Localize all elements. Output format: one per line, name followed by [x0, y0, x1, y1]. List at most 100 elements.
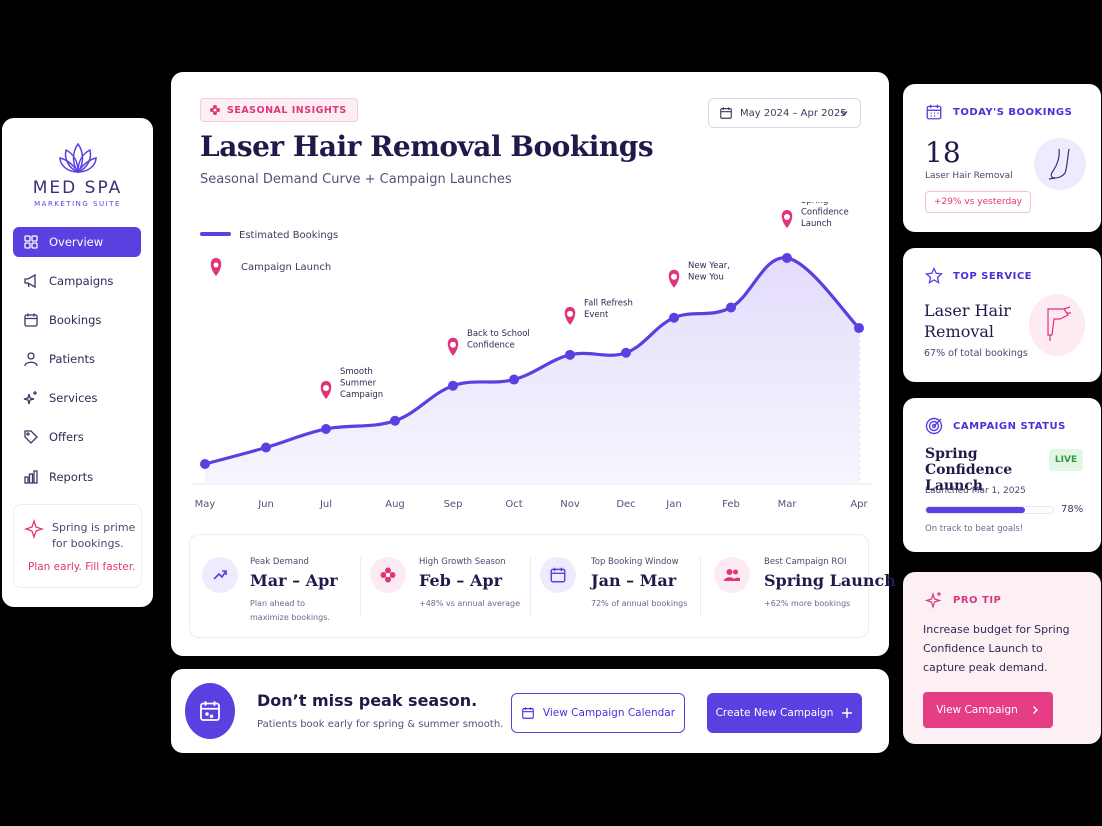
- stat-high-growth: High Growth Season Feb – Apr +48% vs ann…: [360, 535, 530, 639]
- data-point: [782, 253, 792, 263]
- view-campaign-calendar-button[interactable]: View Campaign Calendar: [511, 693, 685, 733]
- top-service-share: 67% of total bookings: [924, 348, 1028, 359]
- campaign-pin-dot: [567, 310, 573, 317]
- badge-label: SEASONAL INSIGHTS: [227, 104, 347, 116]
- stats-strip: Peak Demand Mar – Apr Plan ahead to maxi…: [189, 534, 896, 639]
- data-point: [448, 380, 458, 391]
- calendar-icon: [540, 557, 576, 593]
- view-campaign-button[interactable]: View Campaign: [923, 692, 1053, 728]
- x-tick-label: Aug: [385, 499, 405, 510]
- x-tick-label: Dec: [616, 499, 635, 510]
- top-service-name: Laser Hair Removal: [924, 300, 1011, 342]
- data-point: [565, 349, 575, 360]
- calendar-icon: [185, 683, 235, 739]
- top-service-card: TOP SERVICE Laser Hair Removal 67% of to…: [903, 248, 1101, 382]
- plus-icon: [842, 708, 853, 718]
- page-title: Laser Hair Removal Bookings: [200, 130, 654, 163]
- main-chart-card: SEASONAL INSIGHTS May 2024 – Apr 2025 La…: [171, 72, 896, 656]
- users-icon: [714, 557, 750, 593]
- x-tick-label: Mar: [778, 499, 798, 510]
- sidebar-item-campaigns[interactable]: Campaigns: [13, 266, 141, 296]
- chevron-right-icon: [1032, 706, 1038, 714]
- stat-value: Mar – Apr: [250, 571, 338, 590]
- sidebar-item-offers[interactable]: Offers: [13, 422, 141, 452]
- sidebar-tip: Spring is prime for bookings. Plan early…: [13, 504, 142, 588]
- stat-best-campaign-roi: Best Campaign ROI Spring Launch +62% mor…: [700, 535, 896, 639]
- heading-label: PRO TIP: [953, 594, 1002, 606]
- cta-banner: Don’t miss peak season. Patients book ea…: [171, 669, 889, 753]
- user-icon: [24, 352, 38, 367]
- flower-icon: [209, 104, 221, 119]
- stat-label: High Growth Season: [419, 557, 506, 567]
- sidebar-item-label: Offers: [49, 430, 84, 444]
- sidebar-item-reports[interactable]: Reports: [13, 462, 141, 492]
- stat-note: 72% of annual bookings: [591, 599, 688, 608]
- create-new-campaign-button[interactable]: Create New Campaign: [707, 693, 862, 733]
- data-point: [321, 423, 331, 434]
- x-tick-label: May: [195, 499, 216, 510]
- divider: [530, 557, 531, 617]
- stat-note: +62% more bookings: [764, 599, 851, 608]
- grid-icon: [24, 235, 38, 249]
- launch-date: Launched Mar 1, 2025: [925, 486, 1026, 496]
- stat-label: Top Booking Window: [591, 557, 679, 567]
- button-label: View Campaign Calendar: [542, 707, 676, 719]
- campaign-status-card: CAMPAIGN STATUS Spring Confidence Launch…: [903, 398, 1101, 552]
- chevron-down-icon: [840, 111, 848, 116]
- sidebar-item-services[interactable]: Services: [13, 383, 141, 413]
- campaign-label: Smooth Summer Campaign: [340, 367, 383, 400]
- star-icon: [925, 267, 943, 285]
- card-heading: TOP SERVICE: [925, 267, 1032, 285]
- progress-percent: 78%: [1061, 504, 1084, 515]
- sidebar: MED SPA MARKETING SUITE Overview Campaig…: [2, 118, 153, 607]
- legend-pin-dot: [213, 262, 219, 268]
- campaign-label: Back to School Confidence: [467, 329, 530, 351]
- progress-bar-fill: [926, 507, 1026, 513]
- heading-label: TOP SERVICE: [953, 270, 1032, 282]
- bar-chart-icon: [24, 470, 38, 484]
- campaign-name: Spring Confidence Launch: [925, 446, 1013, 494]
- heading-label: TODAY'S BOOKINGS: [953, 106, 1073, 118]
- sidebar-item-bookings[interactable]: Bookings: [13, 305, 141, 335]
- x-tick-label: Oct: [505, 499, 522, 510]
- data-point: [726, 302, 736, 313]
- seasonal-insights-badge: SEASONAL INSIGHTS: [200, 98, 358, 122]
- megaphone-icon: [24, 273, 36, 289]
- calendar-icon: [926, 104, 942, 120]
- data-point: [669, 312, 679, 323]
- pro-tip-card: PRO TIP Increase budget for Spring Confi…: [903, 572, 1101, 744]
- campaign-note: On track to beat goals!: [925, 524, 1024, 534]
- date-range-select[interactable]: May 2024 – Apr 2025: [708, 98, 861, 128]
- calendar-icon: [720, 107, 732, 119]
- date-range-value: May 2024 – Apr 2025: [740, 107, 847, 119]
- divider: [360, 557, 361, 617]
- bookings-line-chart: Estimated Bookings Campaign Launch Smooth…: [191, 202, 871, 510]
- cta-title: Don’t miss peak season.: [257, 691, 478, 710]
- progress-bar: [925, 506, 1054, 514]
- stat-note: Plan ahead to maximize bookings.: [250, 599, 330, 622]
- stat-label: Best Campaign ROI: [764, 557, 847, 567]
- x-tick-label: Jun: [257, 499, 274, 510]
- pro-tip-text: Increase budget for Spring Confidence La…: [923, 623, 1070, 674]
- legend-label: Estimated Bookings: [239, 230, 338, 241]
- sidebar-tip-text: Spring is prime for bookings.: [52, 521, 136, 550]
- sidebar-item-overview[interactable]: Overview: [13, 227, 141, 257]
- campaign-pin-dot: [671, 273, 677, 280]
- x-tick-label: Jan: [665, 499, 681, 510]
- sidebar-item-label: Campaigns: [49, 274, 114, 288]
- sparkle-icon: [24, 519, 44, 539]
- sidebar-item-patients[interactable]: Patients: [13, 344, 141, 374]
- brand-subtitle: MARKETING SUITE: [34, 200, 121, 208]
- divider: [700, 557, 701, 617]
- x-tick-label: Sep: [444, 499, 463, 510]
- tag-icon: [24, 430, 38, 444]
- bookings-label: Laser Hair Removal: [925, 171, 1013, 181]
- brand-title: MED SPA: [32, 178, 123, 198]
- laser-device-icon: [1029, 294, 1085, 356]
- x-tick-label: Apr: [850, 499, 868, 510]
- sparkle-icon: [23, 391, 37, 405]
- calendar-icon: [24, 313, 38, 327]
- button-label: View Campaign: [936, 704, 1018, 716]
- stat-peak-demand: Peak Demand Mar – Apr Plan ahead to maxi…: [190, 535, 360, 639]
